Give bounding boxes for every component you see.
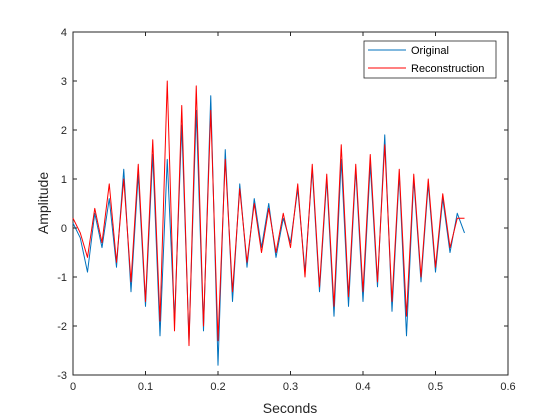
y-tick-label: -2	[57, 321, 67, 333]
legend-label-original: Original	[411, 45, 449, 57]
plot-area	[72, 31, 509, 376]
series-line-reconstruction	[72, 80, 465, 347]
x-tick-label: 0	[70, 381, 76, 393]
y-axis-label: Amplitude	[35, 172, 51, 234]
y-tick-label: -1	[57, 272, 67, 284]
y-tick-label: -3	[57, 370, 67, 382]
y-tick-label: 4	[61, 27, 67, 39]
legend-label-reconstruction: Reconstruction	[411, 63, 484, 75]
x-tick-label: 0.1	[138, 381, 153, 393]
x-axis-label: Seconds	[263, 400, 317, 416]
y-tick-label: 2	[61, 125, 67, 137]
x-tick-label: 0.6	[500, 381, 515, 393]
x-tick-label: 0.5	[428, 381, 443, 393]
x-tick-label: 0.2	[210, 381, 225, 393]
series-layer	[72, 80, 465, 366]
axis-layer: 0 0.1 0.2 0.3 0.4 0.5 0.6 -3 -2 -1 0 1 2 3 4	[57, 27, 515, 393]
legend: Original Reconstruction	[363, 40, 497, 79]
y-tick-label: 0	[61, 223, 67, 235]
y-tick-label: 1	[61, 174, 67, 186]
x-tick-label: 0.3	[283, 381, 298, 393]
y-tick-label: 3	[61, 76, 67, 88]
x-tick-label: 0.4	[355, 381, 370, 393]
legend-box	[363, 40, 497, 79]
